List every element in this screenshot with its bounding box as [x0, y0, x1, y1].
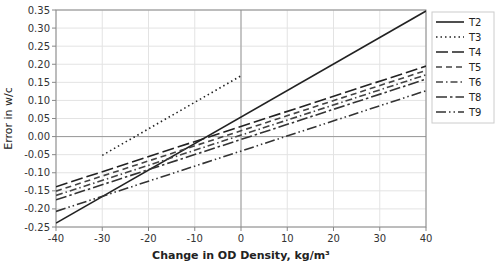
tick [52, 10, 56, 11]
tick-label: -0.10 [24, 167, 50, 178]
tick-label: 0.05 [28, 113, 50, 124]
tick-label: 0.15 [28, 77, 50, 88]
tick [102, 227, 103, 231]
tick [52, 28, 56, 29]
tick [241, 227, 242, 231]
legend-swatch [436, 81, 464, 83]
grid-line [194, 10, 195, 227]
tick [52, 208, 56, 209]
tick [52, 227, 56, 228]
series-line [56, 91, 426, 212]
legend-label: T2 [468, 17, 481, 28]
tick [52, 136, 56, 137]
tick-label: 10 [281, 233, 294, 244]
tick [52, 64, 56, 65]
tick [52, 46, 56, 47]
legend-swatch [436, 96, 464, 98]
tick [52, 82, 56, 83]
tick-label: -0.05 [24, 149, 50, 160]
tick [333, 227, 334, 231]
axes: -0.25 -0.20 -0.15 -0.10 -0.05 0.00 0.05 0.10 0.1… [24, 5, 432, 245]
legend-label: T4 [468, 47, 481, 58]
tick-label: 0 [238, 233, 244, 244]
legend-label: T5 [468, 62, 481, 73]
legend-label: T6 [468, 77, 481, 88]
legend-label: T9 [468, 107, 481, 118]
tick [52, 100, 56, 101]
tick-label: -20 [140, 233, 156, 244]
tick-label: 0.25 [28, 41, 50, 52]
grid [56, 10, 426, 227]
tick [287, 227, 288, 231]
legend: T2 T3 T4 T5 T6 T8 T9 [432, 12, 494, 123]
zero-line [241, 10, 242, 227]
tick [56, 227, 57, 231]
lines [56, 11, 426, 223]
tick-label: -0.20 [24, 203, 50, 214]
tick-label: -0.15 [24, 185, 50, 196]
series-line [56, 79, 426, 200]
series-line [56, 11, 426, 223]
tick-label: 0.00 [28, 131, 50, 142]
tick-label: 0.10 [28, 95, 50, 106]
series-line [56, 66, 426, 187]
grid-line [241, 10, 242, 227]
grid-line [379, 10, 380, 227]
grid-line [287, 10, 288, 227]
plot-frame [56, 10, 426, 227]
legend-swatch [436, 111, 464, 113]
tick-label: -30 [94, 233, 110, 244]
grid-line [333, 10, 334, 227]
tick-label: 40 [420, 233, 433, 244]
legend-label: T3 [468, 32, 481, 43]
legend-swatch [436, 51, 464, 53]
x-axis-label: Change in OD Density, kg/m³ [152, 249, 330, 262]
tick [194, 227, 195, 231]
tick [52, 154, 56, 155]
tick-label: 30 [373, 233, 386, 244]
y-axis-label: Error in w/c [2, 87, 15, 150]
tick-label: -40 [48, 233, 64, 244]
grid-line [148, 10, 149, 227]
tick-label: 0.20 [28, 59, 50, 70]
tick-label: 20 [327, 233, 340, 244]
tick [148, 227, 149, 231]
tick [52, 118, 56, 119]
grid-line [102, 10, 103, 227]
legend-box [432, 12, 494, 123]
legend-swatch [436, 66, 464, 68]
tick-label: 0.30 [28, 23, 50, 34]
chart: -0.25 -0.20 -0.15 -0.10 -0.05 0.00 0.05 0.10 0.1… [0, 0, 500, 267]
legend-swatch [436, 21, 464, 23]
series-line [56, 70, 426, 191]
series-line [102, 76, 241, 156]
series-line [56, 75, 426, 196]
tick [426, 227, 427, 231]
tick [379, 227, 380, 231]
legend-swatch [436, 36, 464, 38]
tick-label: 0.35 [28, 5, 50, 16]
tick-label: -10 [187, 233, 203, 244]
tick [52, 190, 56, 191]
tick [52, 172, 56, 173]
legend-label: T8 [468, 92, 481, 103]
tick-label: -0.25 [24, 222, 50, 233]
